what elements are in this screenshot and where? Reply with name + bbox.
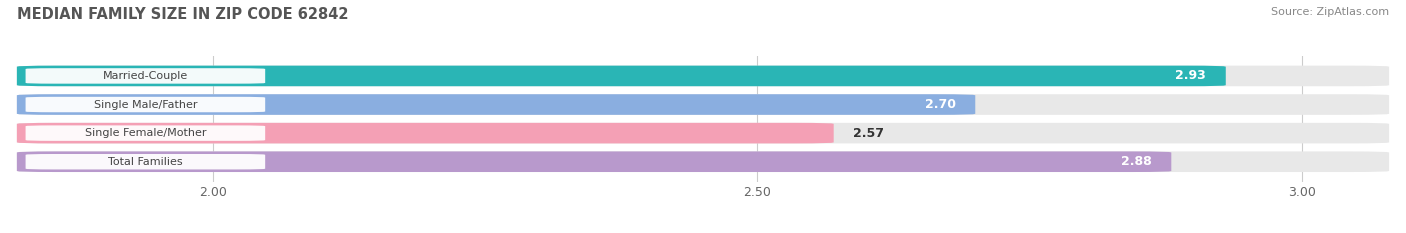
FancyBboxPatch shape bbox=[17, 151, 1389, 172]
FancyBboxPatch shape bbox=[17, 66, 1389, 86]
FancyBboxPatch shape bbox=[25, 97, 266, 112]
FancyBboxPatch shape bbox=[17, 123, 834, 144]
Text: Married-Couple: Married-Couple bbox=[103, 71, 188, 81]
FancyBboxPatch shape bbox=[17, 151, 1171, 172]
Text: MEDIAN FAMILY SIZE IN ZIP CODE 62842: MEDIAN FAMILY SIZE IN ZIP CODE 62842 bbox=[17, 7, 349, 22]
FancyBboxPatch shape bbox=[25, 154, 266, 169]
Text: 2.88: 2.88 bbox=[1121, 155, 1152, 168]
FancyBboxPatch shape bbox=[17, 94, 976, 115]
Text: 2.57: 2.57 bbox=[853, 127, 884, 140]
FancyBboxPatch shape bbox=[25, 125, 266, 141]
Text: Source: ZipAtlas.com: Source: ZipAtlas.com bbox=[1271, 7, 1389, 17]
FancyBboxPatch shape bbox=[17, 123, 1389, 144]
Text: Single Female/Mother: Single Female/Mother bbox=[84, 128, 207, 138]
Text: 2.70: 2.70 bbox=[925, 98, 956, 111]
Text: 2.93: 2.93 bbox=[1175, 69, 1206, 82]
FancyBboxPatch shape bbox=[17, 94, 1389, 115]
Text: Total Families: Total Families bbox=[108, 157, 183, 167]
FancyBboxPatch shape bbox=[25, 68, 266, 84]
Text: Single Male/Father: Single Male/Father bbox=[94, 99, 197, 110]
FancyBboxPatch shape bbox=[17, 66, 1226, 86]
